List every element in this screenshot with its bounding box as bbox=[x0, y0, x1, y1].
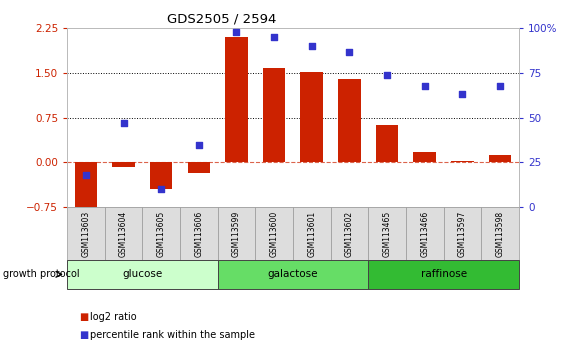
Point bbox=[496, 83, 505, 88]
Text: GSM113597: GSM113597 bbox=[458, 211, 467, 257]
Bar bbox=[180, 207, 217, 260]
Bar bbox=[150, 162, 173, 189]
Point bbox=[458, 92, 467, 97]
Text: GSM113604: GSM113604 bbox=[119, 211, 128, 257]
Text: percentile rank within the sample: percentile rank within the sample bbox=[90, 330, 255, 339]
Bar bbox=[112, 162, 135, 167]
Bar bbox=[225, 37, 248, 162]
Bar bbox=[481, 207, 519, 260]
Text: GSM113605: GSM113605 bbox=[157, 211, 166, 257]
Text: glucose: glucose bbox=[122, 269, 163, 279]
Bar bbox=[75, 162, 97, 213]
Bar bbox=[444, 207, 481, 260]
Bar bbox=[293, 207, 331, 260]
Bar bbox=[217, 260, 368, 289]
Bar bbox=[67, 207, 105, 260]
Text: log2 ratio: log2 ratio bbox=[90, 312, 137, 322]
Bar bbox=[217, 207, 255, 260]
Bar bbox=[142, 207, 180, 260]
Bar bbox=[188, 162, 210, 173]
Text: raffinose: raffinose bbox=[420, 269, 466, 279]
Bar bbox=[300, 72, 323, 162]
Text: galactose: galactose bbox=[268, 269, 318, 279]
Point bbox=[307, 44, 317, 49]
Text: GSM113466: GSM113466 bbox=[420, 211, 429, 257]
Point bbox=[119, 120, 128, 126]
Point bbox=[382, 72, 392, 78]
Bar bbox=[105, 207, 142, 260]
Text: GSM113601: GSM113601 bbox=[307, 211, 317, 257]
Text: GSM113603: GSM113603 bbox=[82, 211, 90, 257]
Point bbox=[345, 49, 354, 55]
Bar bbox=[489, 155, 511, 162]
Bar bbox=[368, 260, 519, 289]
Bar bbox=[255, 207, 293, 260]
Text: GSM113602: GSM113602 bbox=[345, 211, 354, 257]
Text: GSM113606: GSM113606 bbox=[194, 211, 203, 257]
Bar bbox=[406, 207, 444, 260]
Bar bbox=[368, 207, 406, 260]
Point bbox=[232, 29, 241, 35]
Bar bbox=[331, 207, 368, 260]
Text: GSM113598: GSM113598 bbox=[496, 211, 504, 257]
Point bbox=[156, 187, 166, 192]
Bar bbox=[451, 161, 473, 162]
Text: GSM113599: GSM113599 bbox=[232, 211, 241, 257]
Text: ■: ■ bbox=[79, 330, 88, 339]
Point bbox=[269, 34, 279, 40]
Text: GDS2505 / 2594: GDS2505 / 2594 bbox=[167, 12, 276, 25]
Bar bbox=[338, 79, 361, 162]
Point bbox=[420, 83, 430, 88]
Bar bbox=[67, 260, 217, 289]
Text: growth protocol: growth protocol bbox=[3, 269, 79, 279]
Bar bbox=[376, 125, 398, 162]
Point bbox=[194, 142, 203, 147]
Bar bbox=[263, 68, 286, 162]
Bar bbox=[413, 152, 436, 162]
Text: GSM113600: GSM113600 bbox=[269, 211, 279, 257]
Text: GSM113465: GSM113465 bbox=[382, 211, 392, 257]
Text: ■: ■ bbox=[79, 312, 88, 322]
Point bbox=[81, 172, 90, 178]
